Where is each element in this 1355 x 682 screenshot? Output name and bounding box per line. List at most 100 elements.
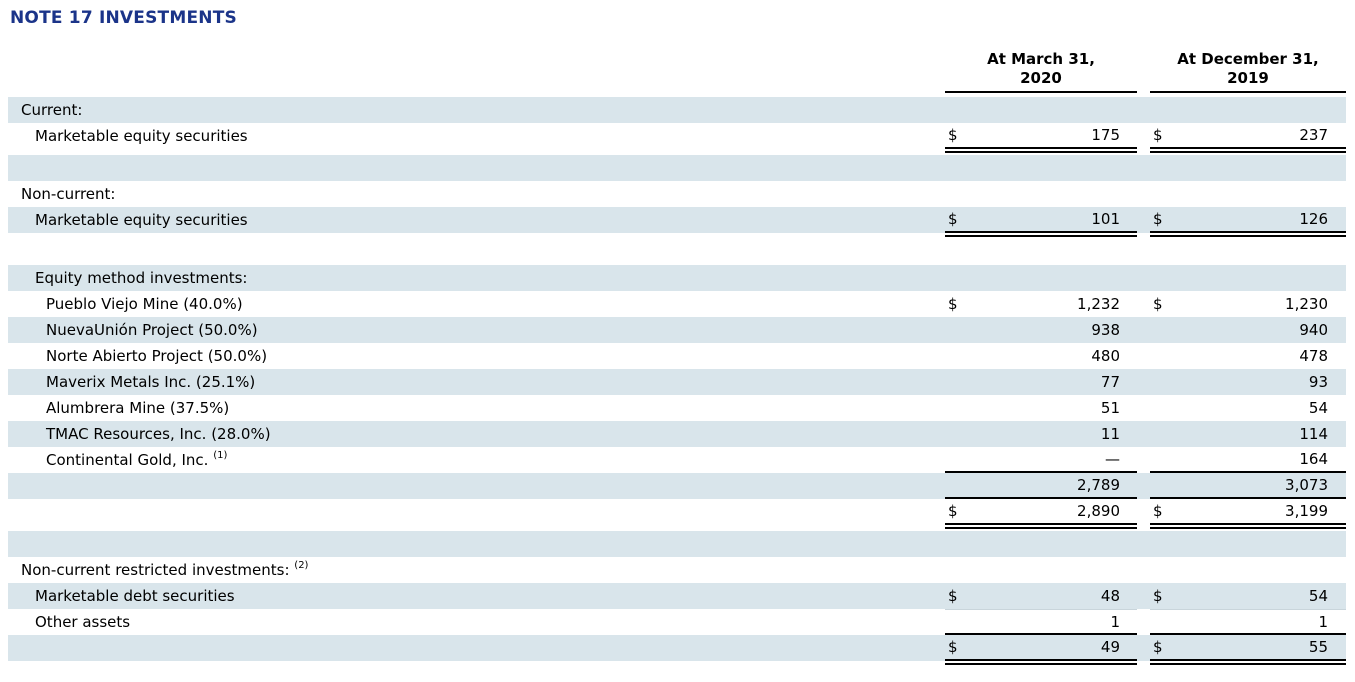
amount-value: 1 xyxy=(1318,612,1328,631)
column-spacer xyxy=(1137,609,1150,635)
amount-march-2020 xyxy=(945,265,1137,291)
row-label: Maverix Metals Inc. (25.1%) xyxy=(46,373,256,391)
currency-symbol: $ xyxy=(1153,210,1163,228)
amount-march-2020: $101 xyxy=(945,207,1137,237)
column-spacer xyxy=(1137,635,1150,661)
row-label: Current: xyxy=(21,101,83,119)
table-row: Continental Gold, Inc. (1) — 164 xyxy=(8,447,1346,473)
amount-value: 2,789 xyxy=(1077,476,1120,494)
amount-value: 940 xyxy=(1299,321,1328,339)
amount-december-2019: 93 xyxy=(1150,369,1346,395)
column-spacer xyxy=(1137,557,1150,583)
amount-march-2020 xyxy=(945,97,1137,123)
row-label: Marketable equity securities xyxy=(35,127,248,145)
amount-value: 175 xyxy=(1091,126,1120,144)
table-row: Equity method investments: xyxy=(8,265,1346,291)
table-row: Marketable equity securities $175 $237 xyxy=(8,123,1346,153)
amount-december-2019 xyxy=(1150,265,1346,291)
currency-symbol: $ xyxy=(1153,502,1163,520)
column-spacer xyxy=(1137,207,1150,233)
amount-december-2019 xyxy=(1150,239,1346,265)
amount-december-2019 xyxy=(1150,155,1346,181)
row-label: Alumbrera Mine (37.5%) xyxy=(46,399,230,417)
currency-symbol: $ xyxy=(1153,638,1163,656)
amount-december-2019 xyxy=(1150,181,1346,207)
column-spacer xyxy=(1137,473,1150,499)
amount-value: 49 xyxy=(1100,638,1120,656)
amount-value: 938 xyxy=(1091,321,1120,339)
table-row: 2,789 3,073 xyxy=(8,473,1346,499)
table-row: NuevaUnión Project (50.0%) 938 940 xyxy=(8,317,1346,343)
currency-symbol: $ xyxy=(948,502,958,520)
table-row: Non-current: xyxy=(8,181,1346,207)
amount-march-2020: 2,789 xyxy=(945,473,1137,499)
amount-march-2020: 51 xyxy=(945,395,1137,421)
column-spacer xyxy=(1137,395,1150,421)
amount-value: 114 xyxy=(1299,425,1328,443)
row-label: Marketable equity securities xyxy=(35,211,248,229)
amount-value: 101 xyxy=(1091,210,1120,228)
investments-table-body: Current: Marketable equity securities $175… xyxy=(8,97,1346,665)
amount-march-2020 xyxy=(945,181,1137,207)
row-label: Equity method investments: xyxy=(35,269,248,287)
amount-march-2020 xyxy=(945,531,1137,557)
table-row: TMAC Resources, Inc. (28.0%) 11 114 xyxy=(8,421,1346,447)
amount-december-2019: $55 xyxy=(1150,635,1346,665)
amount-value: 1 xyxy=(1110,612,1120,631)
amount-value: 480 xyxy=(1091,347,1120,365)
row-label: Non-current: xyxy=(21,185,116,203)
column-spacer xyxy=(1137,583,1150,609)
amount-december-2019: $1,230 xyxy=(1150,291,1346,317)
currency-symbol: $ xyxy=(1153,295,1163,313)
amount-march-2020: $2,890 xyxy=(945,499,1137,529)
amount-december-2019 xyxy=(1150,97,1346,123)
amount-december-2019: 54 xyxy=(1150,395,1346,421)
document-page: NOTE 17 INVESTMENTS At March 31, 2020 At… xyxy=(8,8,1346,665)
currency-symbol: $ xyxy=(1153,126,1163,144)
column-spacer xyxy=(1137,369,1150,395)
row-label: Non-current restricted investments: (2) xyxy=(21,560,309,580)
amount-march-2020: $175 xyxy=(945,123,1137,153)
amount-december-2019: $54 xyxy=(1150,583,1346,609)
table-header-row: At March 31, 2020 At December 31, 2019 xyxy=(8,50,1346,93)
amount-value: 54 xyxy=(1308,587,1328,605)
column-spacer xyxy=(1137,291,1150,317)
column-spacer xyxy=(1137,123,1150,149)
amount-december-2019 xyxy=(1150,531,1346,557)
amount-march-2020: 11 xyxy=(945,421,1137,447)
column-spacer xyxy=(1137,317,1150,343)
amount-value: 11 xyxy=(1100,425,1120,443)
footnote-marker: (2) xyxy=(294,560,309,571)
currency-symbol: $ xyxy=(948,587,958,605)
column-header-line1: At December 31, xyxy=(1177,50,1319,68)
amount-value: 51 xyxy=(1100,399,1120,417)
table-row: Alumbrera Mine (37.5%) 51 54 xyxy=(8,395,1346,421)
amount-december-2019: $3,199 xyxy=(1150,499,1346,529)
amount-value: 478 xyxy=(1299,347,1328,365)
row-label: Pueblo Viejo Mine (40.0%) xyxy=(46,295,243,313)
table-row: Non-current restricted investments: (2) xyxy=(8,557,1346,583)
amount-value: 164 xyxy=(1299,450,1328,468)
amount-march-2020: 1 xyxy=(945,609,1137,635)
amount-march-2020 xyxy=(945,155,1137,181)
row-label: Marketable debt securities xyxy=(35,587,235,605)
column-spacer xyxy=(1137,265,1150,291)
note-title: NOTE 17 INVESTMENTS xyxy=(10,8,237,28)
amount-march-2020: 938 xyxy=(945,317,1137,343)
column-spacer xyxy=(1137,343,1150,369)
table-row: $49 $55 xyxy=(8,635,1346,665)
amount-march-2020: — xyxy=(945,447,1137,473)
table-row xyxy=(8,531,1346,557)
amount-december-2019: 940 xyxy=(1150,317,1346,343)
table-row xyxy=(8,239,1346,265)
row-label: NuevaUnión Project (50.0%) xyxy=(46,321,258,339)
amount-december-2019: 478 xyxy=(1150,343,1346,369)
amount-march-2020: 480 xyxy=(945,343,1137,369)
table-row: Other assets 1 1 xyxy=(8,609,1346,635)
amount-march-2020: $1,232 xyxy=(945,291,1137,317)
amount-value: 48 xyxy=(1100,587,1120,605)
column-spacer xyxy=(1137,239,1150,265)
table-row: Norte Abierto Project (50.0%) 480 478 xyxy=(8,343,1346,369)
currency-symbol: $ xyxy=(948,126,958,144)
column-header-march-2020: At March 31, 2020 xyxy=(945,50,1137,93)
